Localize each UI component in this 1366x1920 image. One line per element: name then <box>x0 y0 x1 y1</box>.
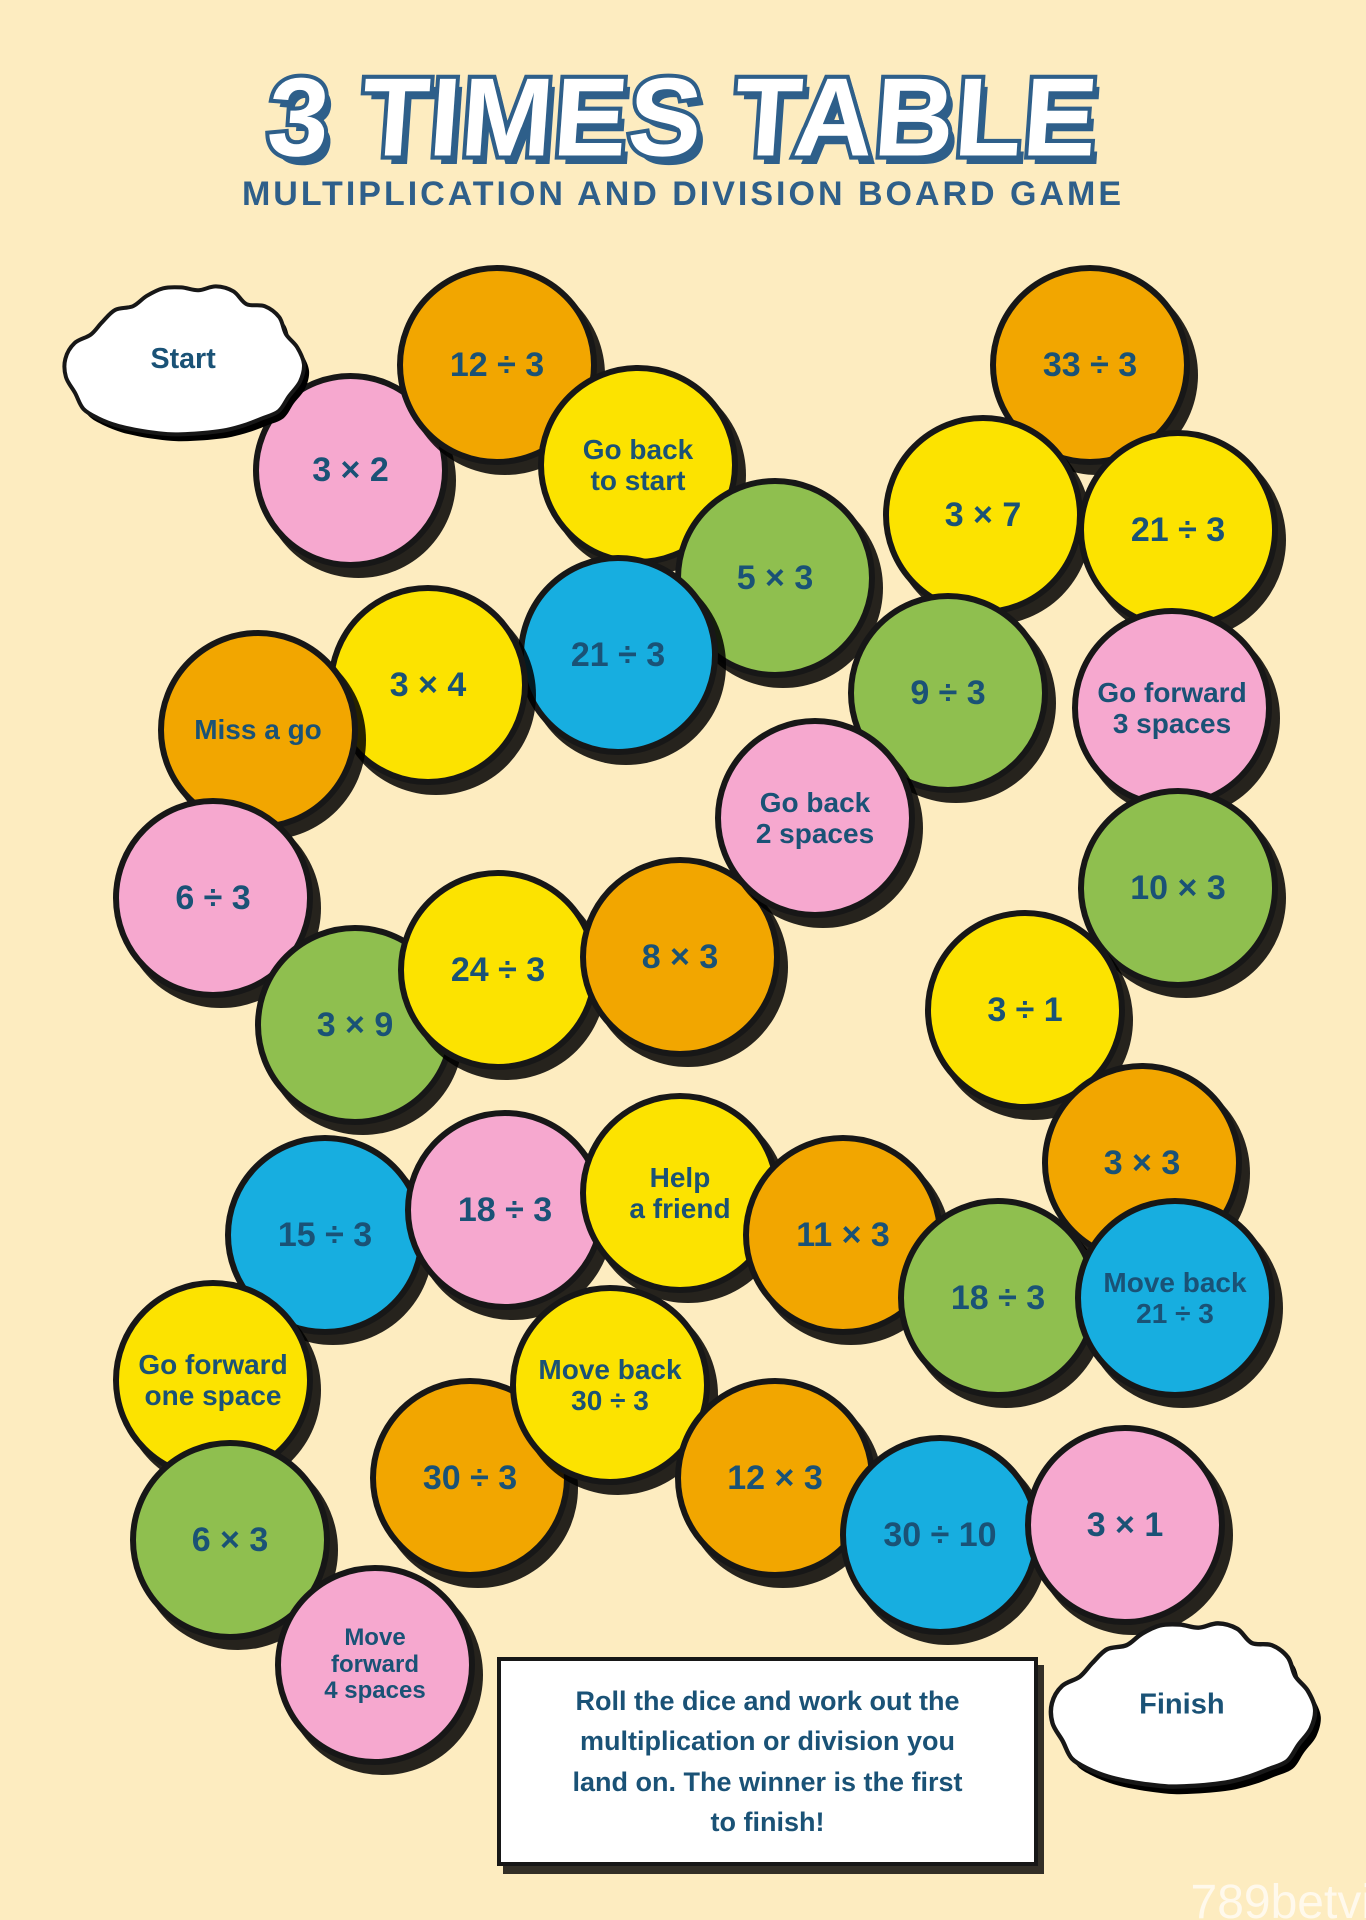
svg-text:Finish: Finish <box>1139 1688 1225 1720</box>
svg-text:Start: Start <box>151 343 217 375</box>
